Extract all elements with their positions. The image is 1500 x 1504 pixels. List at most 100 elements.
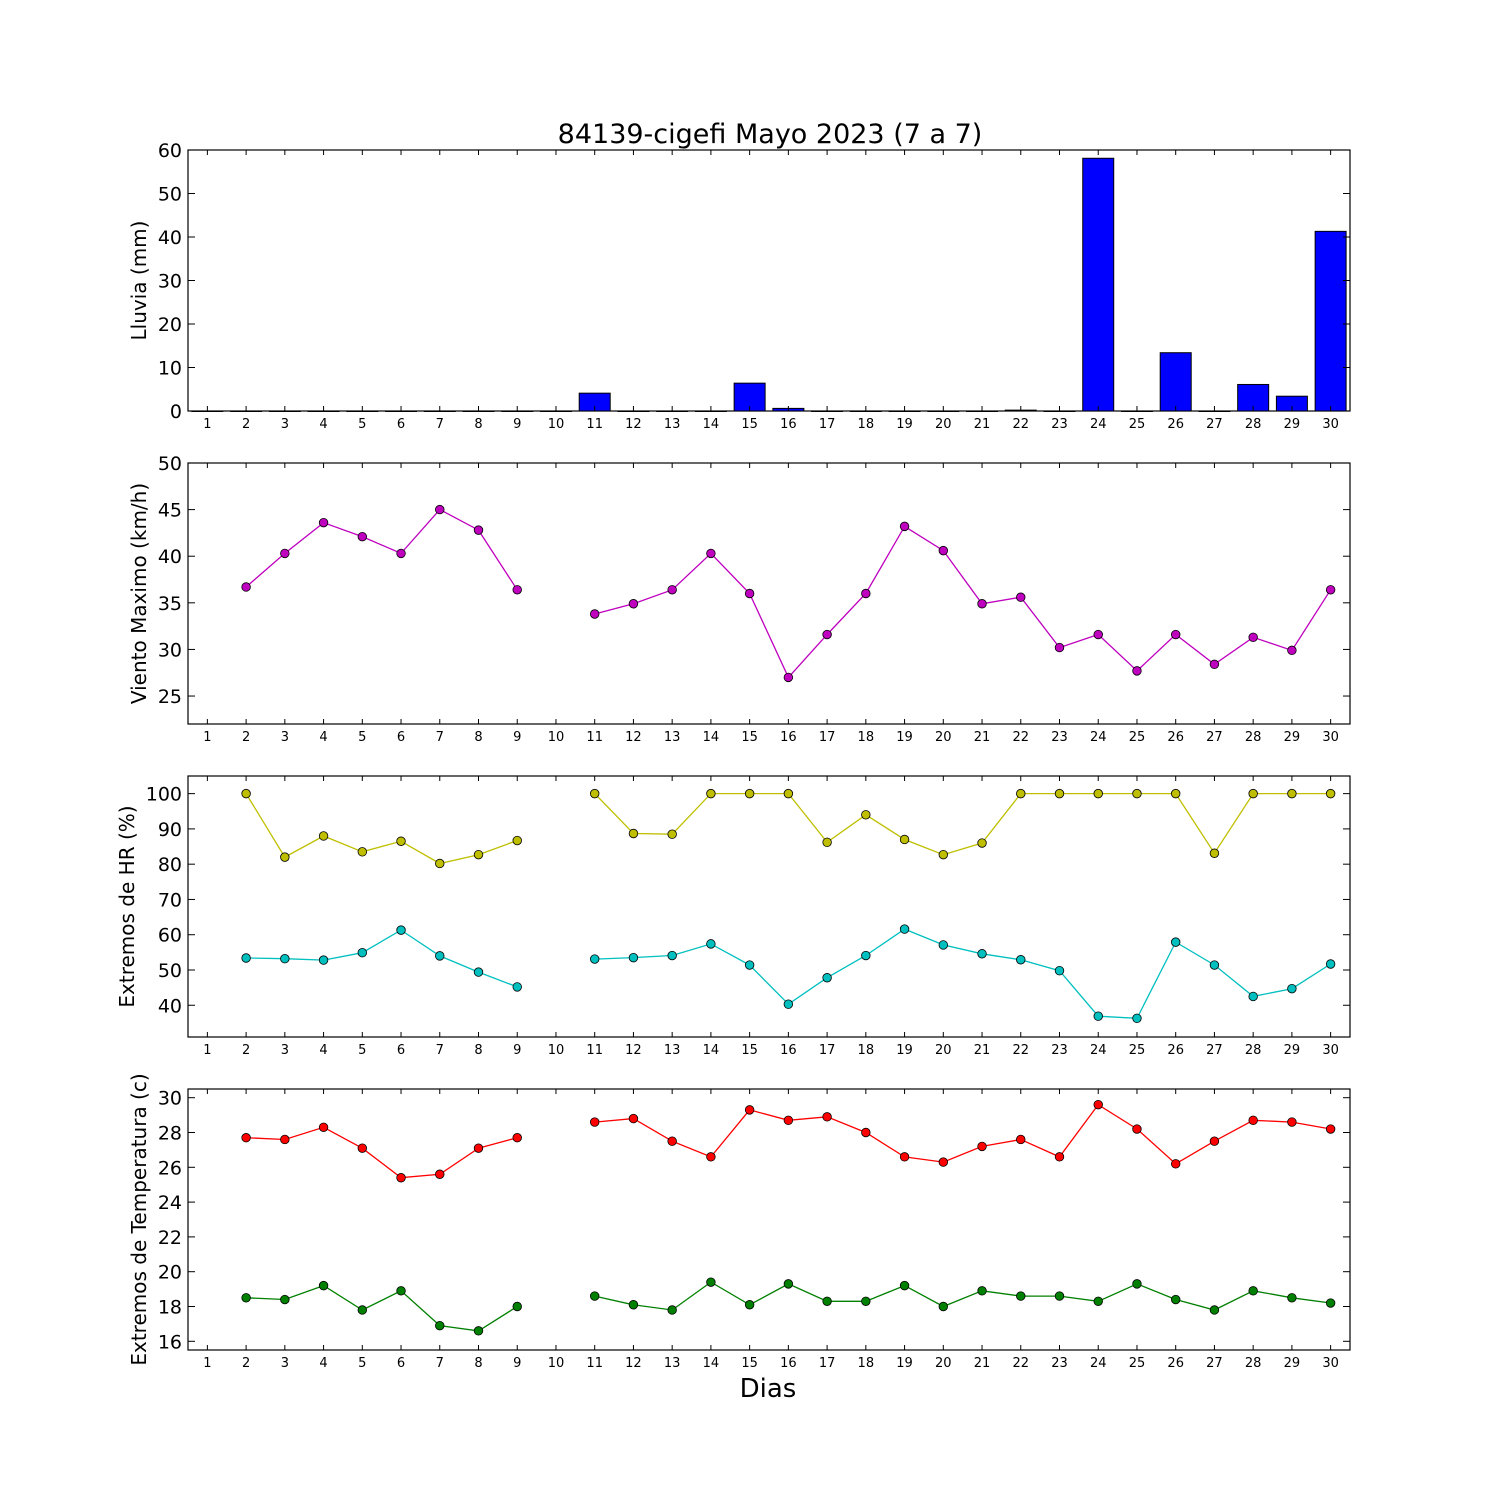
temperature-series-1-point	[280, 1294, 290, 1305]
humidity-y-axis-label: Extremos de HR (%)	[115, 805, 139, 1007]
rain-x-tick-label: 7	[436, 417, 444, 432]
wind-y-tick-label: 45	[158, 500, 182, 522]
humidity-x-tick-label: 6	[397, 1043, 405, 1058]
wind-y-axis-label: Viento Maximo (km/h)	[127, 483, 151, 704]
humidity-x-tick-label: 15	[741, 1043, 758, 1058]
temperature-series-0-point	[357, 1143, 368, 1153]
humidity-x-tick-label: 12	[625, 1043, 642, 1058]
rain-bar	[191, 410, 224, 412]
temperature-x-tick-label: 3	[281, 1356, 289, 1371]
temperature-x-tick-label: 2	[242, 1356, 250, 1371]
rain-y-tick-label: 30	[158, 271, 182, 293]
humidity-series-0-point	[1016, 788, 1026, 799]
temperature-x-tick-label: 18	[858, 1356, 875, 1371]
temperature-x-tick-label: 14	[703, 1356, 720, 1371]
temperature-series-1-point	[1325, 1298, 1336, 1308]
wind-series-0-point	[473, 525, 484, 535]
humidity-series-1-line	[246, 929, 518, 988]
wind-series-0-point	[1054, 642, 1065, 653]
rain-x-tick-label: 28	[1245, 417, 1262, 432]
temperature-series-0-point	[1054, 1152, 1065, 1162]
wind-y-tick-label: 30	[158, 639, 182, 661]
humidity-series-0-point	[938, 849, 949, 860]
temperature-series-1-point	[938, 1301, 949, 1312]
temperature-x-tick-label: 5	[358, 1356, 366, 1371]
rain-bar	[268, 410, 301, 412]
rain-x-tick-label: 5	[358, 417, 366, 432]
rain-x-tick-label: 15	[741, 417, 758, 432]
wind-series-0-point	[435, 504, 445, 515]
x-axis-label: Dias	[740, 1374, 797, 1404]
humidity-series-1-point	[473, 967, 484, 977]
humidity-series-1-point	[1248, 991, 1258, 1002]
wind-x-tick-label: 16	[780, 730, 797, 745]
temperature-series-0-point	[435, 1169, 445, 1179]
temperature-x-tick-label: 28	[1245, 1356, 1262, 1371]
temperature-series-0-point	[1170, 1159, 1181, 1169]
wind-x-tick-label: 20	[935, 730, 952, 745]
rain-y-tick-label: 20	[158, 314, 182, 336]
humidity-x-tick-label: 1	[203, 1043, 211, 1058]
temperature-series-0-point	[512, 1133, 522, 1143]
temperature-series-0-point	[1287, 1117, 1297, 1127]
rain-x-tick-label: 22	[1012, 417, 1029, 432]
temperature-series-0-point	[667, 1136, 677, 1146]
wind-series-0-point	[977, 599, 987, 609]
humidity-x-tick-label: 29	[1284, 1043, 1301, 1058]
temperature-x-tick-label: 22	[1012, 1356, 1029, 1371]
humidity-axes-frame	[187, 775, 1351, 1038]
humidity-series-1-point	[1287, 983, 1297, 994]
humidity-x-tick-label: 30	[1322, 1043, 1339, 1058]
temperature-x-tick-label: 16	[780, 1356, 797, 1371]
wind-series-0-point	[512, 585, 522, 595]
temperature-series-1-point	[977, 1286, 987, 1296]
humidity-x-tick-label: 3	[281, 1043, 289, 1058]
wind-x-tick-label: 21	[974, 730, 991, 745]
humidity-x-tick-label: 21	[974, 1043, 991, 1058]
temperature-y-tick-label: 22	[158, 1227, 182, 1249]
humidity-series-0-point	[1287, 788, 1297, 799]
wind-series-0-point	[938, 545, 949, 556]
temperature-series-1-point	[667, 1305, 677, 1315]
humidity-series-1-point	[667, 950, 677, 961]
temperature-series-0-point	[280, 1134, 290, 1145]
temperature-series-0-point	[241, 1133, 251, 1143]
humidity-series-0-point	[1325, 788, 1336, 799]
temperature-x-tick-label: 1	[203, 1356, 211, 1371]
temperature-x-tick-label: 21	[974, 1356, 991, 1371]
humidity-series-0-point	[318, 831, 329, 841]
rain-x-tick-label: 18	[858, 417, 875, 432]
humidity-series-0-point	[280, 852, 290, 862]
temperature-series-0-point	[590, 1117, 600, 1127]
wind-x-tick-label: 13	[664, 730, 681, 745]
temperature-x-tick-label: 10	[548, 1356, 565, 1371]
humidity-series-0-point	[241, 788, 251, 799]
humidity-series-0-point	[1093, 788, 1103, 799]
wind-series-0-point	[1287, 645, 1297, 656]
wind-series-0-point	[899, 521, 910, 532]
wind-series-0-point	[318, 517, 329, 528]
humidity-x-tick-label: 8	[474, 1043, 482, 1058]
humidity-x-tick-label: 27	[1206, 1043, 1223, 1058]
humidity-x-tick-label: 2	[242, 1043, 250, 1058]
wind-series-0-point	[628, 599, 639, 609]
temperature-series-1-point	[435, 1320, 445, 1331]
temperature-x-tick-label: 12	[625, 1356, 642, 1371]
wind-y-tick-label: 40	[158, 546, 182, 568]
humidity-y-tick-label: 70	[158, 889, 182, 911]
humidity-series-0-point	[396, 836, 406, 846]
humidity-series-0-point	[473, 849, 484, 860]
humidity-series-1-point	[1054, 965, 1065, 976]
wind-series-0-line	[245, 508, 518, 591]
wind-x-tick-label: 17	[819, 730, 836, 745]
wind-series-0-point	[1248, 632, 1258, 643]
temperature-x-tick-label: 9	[513, 1356, 521, 1371]
temperature-series-1-point	[1248, 1286, 1258, 1296]
temperature-series-0-point	[628, 1113, 639, 1124]
wind-x-tick-label: 25	[1129, 730, 1146, 745]
humidity-x-tick-label: 28	[1245, 1043, 1262, 1058]
temperature-series-1-point	[357, 1305, 368, 1315]
temperature-x-tick-label: 19	[896, 1356, 913, 1371]
rain-x-tick-label: 2	[242, 417, 250, 432]
